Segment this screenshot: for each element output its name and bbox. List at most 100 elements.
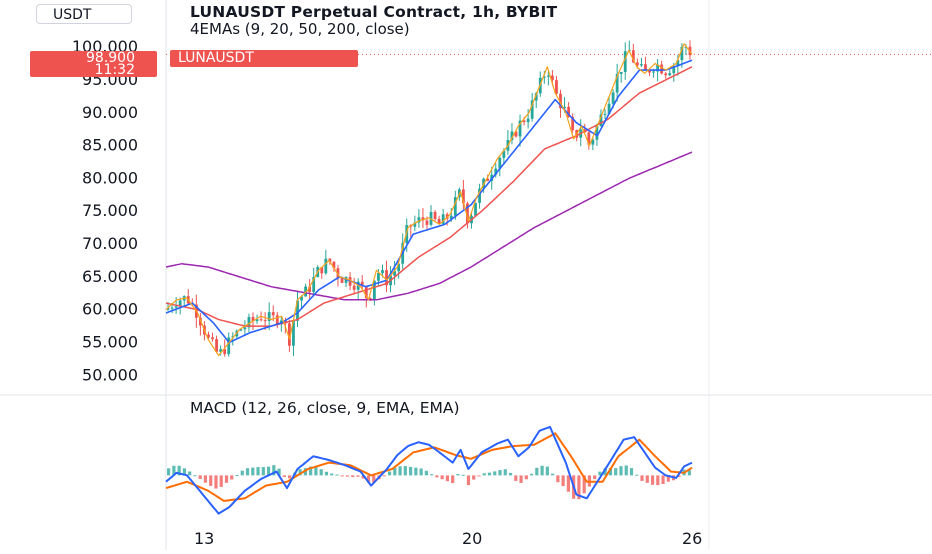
macd-histogram-bar [167, 468, 171, 476]
candle-body [587, 132, 591, 145]
macd-histogram-bar [551, 473, 555, 476]
macd-histogram-bar [214, 475, 218, 489]
candle-body [502, 150, 506, 158]
macd-histogram-bar [288, 475, 292, 479]
macd-histogram-bar [577, 475, 581, 500]
candle-body [680, 46, 684, 61]
macd-histogram-bar [403, 466, 407, 476]
candle-body [223, 349, 227, 355]
candle-body [461, 189, 465, 204]
candle-body [619, 72, 623, 74]
macd-histogram-bar [645, 475, 649, 483]
bar-countdown: 11:32 [94, 62, 135, 78]
macd-histogram-bar [456, 474, 460, 476]
candle-body [417, 217, 421, 223]
candle-body [498, 157, 502, 169]
macd-histogram-bar [172, 465, 176, 476]
y-tick-label: 75.000 [82, 201, 138, 220]
macd-histogram-bar [345, 475, 350, 477]
macd-histogram-bar [314, 466, 318, 476]
candle-body [251, 316, 255, 322]
candle-body [320, 267, 324, 274]
macd-histogram-bar [414, 467, 418, 476]
macd-histogram-bar [561, 475, 565, 487]
candle-body [243, 327, 247, 330]
candle-body [449, 215, 453, 219]
macd-histogram-bar [677, 475, 681, 477]
candle-body [247, 316, 251, 328]
macd-histogram-bar [529, 473, 534, 476]
macd-histogram-bar [251, 467, 255, 476]
macd-histogram-bar [493, 471, 497, 476]
macd-histogram-bar [203, 475, 208, 483]
candle-body [352, 285, 356, 290]
macd-histogram-bar [245, 468, 250, 476]
candle-body [611, 92, 615, 104]
candle-body [340, 278, 344, 283]
candle-body [170, 307, 174, 309]
macd-histogram-bar [366, 475, 371, 483]
macd-histogram-bar [556, 475, 560, 483]
candle-body [267, 312, 271, 321]
candle-body [372, 280, 376, 300]
candle-body [312, 277, 316, 292]
candle-body [526, 118, 530, 123]
macd-histogram-bar [266, 466, 271, 476]
candle-body [615, 73, 619, 93]
macd-histogram-bar [256, 467, 260, 476]
candle-body [296, 300, 299, 321]
last-price-value: 98.900 [86, 50, 135, 66]
candle-body [271, 312, 275, 316]
candle-body [563, 106, 566, 109]
x-tick-label: 20 [462, 529, 482, 548]
candle-body [635, 62, 639, 66]
macd-histogram-bar [387, 471, 392, 476]
macd-histogram-bar [372, 475, 376, 483]
macd-histogram-bar [419, 468, 423, 476]
macd-histogram-bar [535, 467, 539, 476]
candle-body [393, 271, 397, 276]
candle-body [623, 51, 627, 73]
macd-histogram-bar [624, 465, 628, 476]
candle-body [664, 73, 668, 76]
macd-title: MACD (12, 26, close, 9, EMA, EMA) [190, 399, 460, 417]
macd-histogram-bar [240, 470, 244, 476]
y-tick-label: 50.000 [82, 365, 138, 384]
candle-body [263, 320, 267, 322]
macd-histogram-bar [635, 474, 639, 476]
candle-body [437, 219, 441, 224]
candle-body [292, 320, 295, 346]
candle-body [522, 120, 526, 123]
macd-histogram-bar [182, 468, 187, 476]
macd-histogram-bar [261, 467, 265, 476]
macd-histogram-bar [614, 468, 618, 476]
candle-body [360, 281, 364, 287]
macd-histogram-bar [461, 474, 465, 476]
candle-body [607, 103, 611, 114]
symbol-price-tag: LUNAUSDT [170, 50, 358, 67]
y-tick-label: 85.000 [82, 136, 138, 155]
macd-histogram-bar [424, 470, 428, 476]
indicator-title: 4EMAs (9, 20, 50, 200, close) [190, 20, 410, 38]
macd-histogram-bar [324, 471, 329, 476]
y-tick-label: 80.000 [82, 168, 138, 187]
candle-body [259, 319, 263, 321]
candle-body [559, 93, 562, 109]
candle-body [219, 349, 223, 352]
macd-histogram-bar [272, 465, 276, 476]
candle-body [413, 222, 417, 227]
macd-histogram-bar [514, 475, 518, 481]
candle-body [377, 273, 380, 281]
currency-unit-button[interactable]: USDT [36, 4, 132, 24]
macd-histogram-bar [466, 475, 471, 486]
candle-body [542, 76, 546, 78]
macd-line [165, 425, 693, 515]
macd-histogram-bar [230, 475, 234, 480]
macd-histogram-bar [472, 475, 476, 480]
macd-histogram-bar [209, 475, 213, 486]
candle-body [328, 258, 332, 262]
candle-body [514, 131, 518, 137]
candle-body [551, 75, 554, 81]
candle-body [300, 296, 303, 301]
